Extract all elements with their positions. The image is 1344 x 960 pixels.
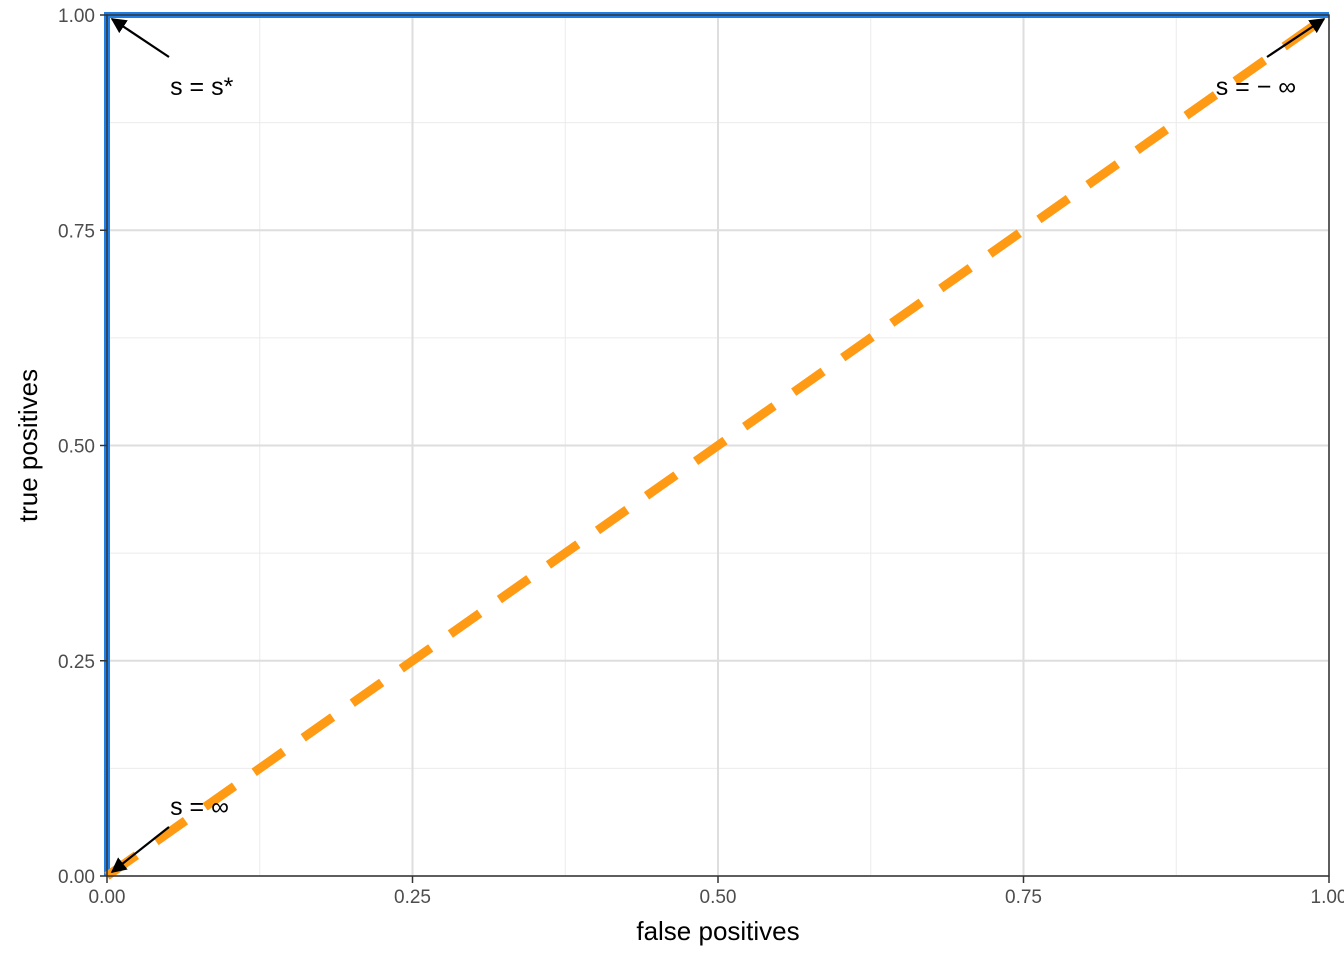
y-axis-ticks: 0.00 0.25 0.50 0.75 1.00 <box>58 6 107 888</box>
annotation-s-infinity: s = ∞ <box>170 793 229 821</box>
roc-curve-random <box>104 11 1332 880</box>
annotation-arrow <box>1266 18 1326 58</box>
annotation-arrow <box>110 18 170 58</box>
x-axis-ticks: 0.00 0.25 0.50 0.75 1.00 <box>89 876 1344 908</box>
y-tick-label: 0.00 <box>58 867 95 888</box>
annotation-layer: s = s* s = ∞ s = − ∞ <box>110 18 1326 873</box>
annotation-s-star: s = s* <box>170 73 233 101</box>
annotation-arrow <box>110 826 170 873</box>
y-tick-label: 1.00 <box>58 6 95 27</box>
x-tick-label: 0.75 <box>1005 887 1042 908</box>
y-tick-label: 0.75 <box>58 221 95 242</box>
x-tick-label: 1.00 <box>1311 887 1344 908</box>
y-axis-title: true positives <box>13 369 43 522</box>
annotation-s-neg-infinity: s = − ∞ <box>1216 73 1296 101</box>
y-tick-label: 0.50 <box>58 437 95 458</box>
x-tick-label: 0.00 <box>89 887 126 908</box>
x-axis-title: false positives <box>636 916 799 946</box>
y-tick-label: 0.25 <box>58 652 95 673</box>
x-tick-label: 0.50 <box>700 887 737 908</box>
x-tick-label: 0.25 <box>394 887 431 908</box>
